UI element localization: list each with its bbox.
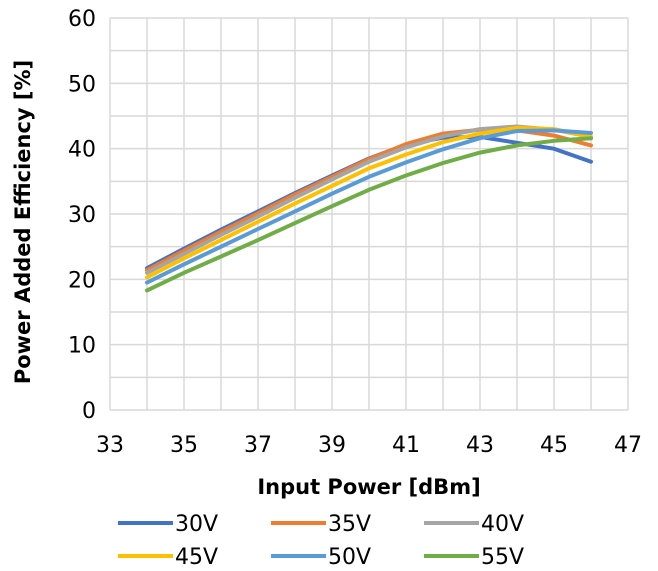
legend: 30V 35V 40V 45V 50V 55V (118, 512, 524, 570)
x-tick-label: 39 (318, 433, 346, 458)
y-tick-label: 40 (68, 138, 96, 163)
x-tick-label: 37 (244, 433, 272, 458)
legend-label-35v: 35V (328, 512, 371, 537)
x-tick-label: 35 (170, 433, 198, 458)
legend-label-55v: 55V (481, 545, 524, 570)
y-axis-title: Power Added Efficiency [%] (11, 60, 35, 384)
legend-label-40v: 40V (481, 512, 524, 537)
y-tick-label: 30 (68, 203, 96, 228)
y-tick-label: 60 (68, 7, 96, 32)
x-tick-label: 33 (96, 433, 124, 458)
x-tick-label: 45 (540, 433, 568, 458)
series-lines (145, 124, 593, 293)
legend-label-30v: 30V (175, 512, 218, 537)
series-line-50v (145, 128, 593, 285)
x-tick-label: 43 (466, 433, 494, 458)
legend-label-45v: 45V (175, 545, 218, 570)
y-tick-labels: 0 10 20 30 40 50 60 (68, 7, 96, 424)
y-tick-label: 0 (82, 399, 96, 424)
x-axis-title: Input Power [dBm] (257, 475, 480, 499)
series-line-45v (145, 125, 593, 280)
y-tick-label: 50 (68, 72, 96, 97)
y-tick-label: 20 (68, 268, 96, 293)
y-tick-label: 10 (68, 334, 96, 359)
legend-label-50v: 50V (328, 545, 371, 570)
x-tick-label: 41 (392, 433, 420, 458)
series-line-55v (145, 136, 593, 293)
x-tick-labels: 33 35 37 39 41 43 45 47 (96, 433, 642, 458)
plot-grid (109, 17, 629, 411)
x-tick-label: 47 (614, 433, 642, 458)
